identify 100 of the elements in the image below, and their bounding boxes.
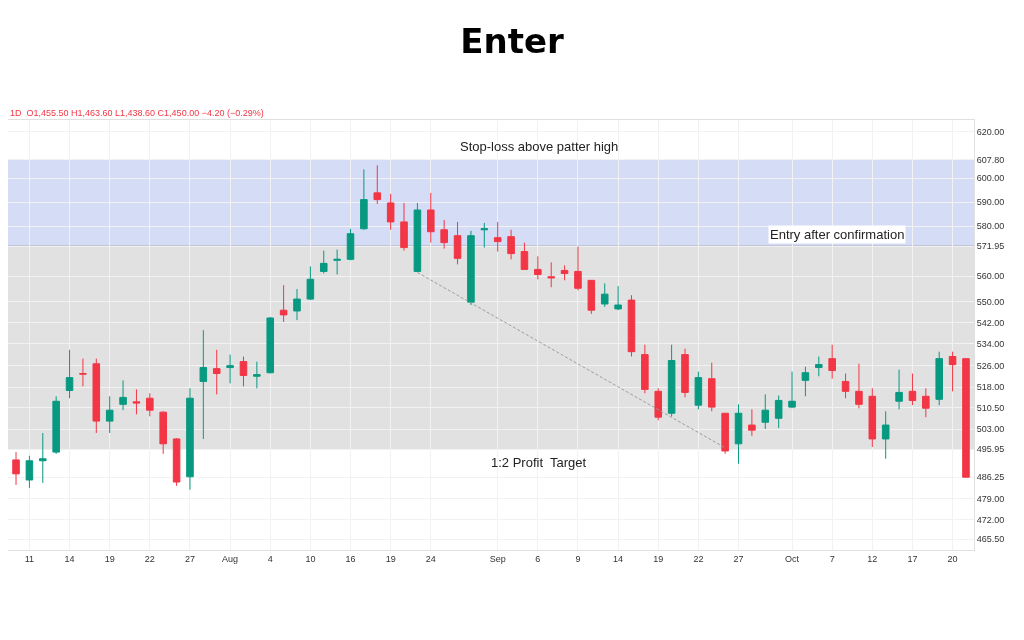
candlestick [333,249,341,275]
y-tick-label: 495.95 [976,444,1005,455]
band-label: 1:2 Profit Target [491,455,587,470]
candlestick [788,371,796,409]
y-tick-label: 518.00 [976,382,1005,393]
candlestick [25,455,34,489]
x-tick-label: 12 [867,553,878,564]
candlestick [12,451,20,486]
candlestick [480,222,489,249]
candlestick [427,192,435,244]
candlestick [654,387,663,421]
candlestick [868,387,877,448]
candlestick [373,164,382,205]
candlestick [881,410,890,460]
candlestick [226,354,234,384]
candlestick [467,230,475,306]
x-tick-label: 19 [385,553,396,564]
x-tick-label: 16 [345,553,356,564]
candlestick [52,395,60,455]
candlestick [346,228,355,261]
candlestick [801,366,810,397]
candlestick [534,255,542,280]
candlestick [948,351,957,392]
candlestick [614,285,622,311]
candlestick [493,221,502,253]
candlestick [547,261,555,288]
candlestick [641,344,649,394]
candlestick [694,371,703,410]
candlestick [146,392,154,417]
candlestick [935,351,943,406]
candlestick [306,265,315,301]
y-tick-label: 580.00 [976,221,1005,232]
candlestick [413,202,422,272]
y-tick-label: 607.80 [976,154,1005,165]
candlestick [79,358,87,387]
x-tick-label: 20 [947,553,958,564]
y-tick-label: 571.95 [976,241,1005,252]
y-tick-label: 620.00 [976,126,1005,137]
y-tick-label: 503.00 [976,424,1005,435]
candlestick [627,294,636,357]
x-tick-label: 22 [144,553,155,564]
x-tick-label: 19 [104,553,115,564]
candlestick [774,394,783,429]
y-tick-label: 486.25 [976,472,1005,483]
candlestick [39,432,47,484]
candlestick [841,373,850,399]
candlestick [132,388,141,415]
candlestick [748,408,756,437]
candlestick [855,363,863,409]
candlestick [721,412,729,455]
ref-line-label: Entry after confirmation [770,227,905,242]
x-tick-label: 27 [184,553,195,564]
band-label: Stop-loss above patter high [460,139,619,154]
chart-title: Enter [460,20,564,61]
candlestick [212,349,221,395]
x-tick-label: Sep [489,553,506,564]
x-tick-label: 10 [305,553,316,564]
x-tick-label: Oct [785,553,800,564]
candlestick [453,221,462,265]
candlestick [922,387,930,418]
candlestick [761,393,770,430]
candlestick [681,348,689,398]
x-tick-label: 6 [535,553,541,564]
candlestick [440,219,448,250]
candlestick [560,264,569,281]
candlestick [239,355,248,387]
y-tick-label: 600.00 [976,173,1005,184]
candlestick [92,358,101,434]
candlestick [962,358,970,478]
y-tick-label: 550.00 [976,297,1005,308]
x-tick-label: Aug [222,553,239,564]
candlestick [65,349,74,399]
candlestick [507,229,515,260]
candlestick [360,168,368,231]
candlestick [828,344,836,380]
candlestick [293,288,301,321]
candlestick [253,361,261,389]
candlestick [520,242,529,270]
y-tick-label: 526.00 [976,360,1005,371]
x-tick-label: 22 [693,553,704,564]
x-tick-label: 14 [64,553,75,564]
candlestick [119,379,127,411]
candlestick [574,246,582,291]
candlestick [279,284,288,323]
candlestick [266,316,275,375]
candlestick [587,279,596,315]
candlestick [159,410,167,455]
x-tick-label: 4 [267,553,273,564]
candlestick [707,362,716,412]
x-tick-label: 24 [425,553,436,564]
x-tick-label: 9 [575,553,581,564]
candlestick [386,193,395,231]
x-tick-label: 19 [653,553,664,564]
candlestick [667,344,676,417]
candlestick [600,282,609,308]
x-tick-label: 14 [613,553,624,564]
y-tick-label: 472.00 [976,514,1005,525]
y-tick-label: 542.00 [976,317,1005,328]
candlestick [400,202,408,252]
y-tick-label: 465.50 [976,534,1005,545]
